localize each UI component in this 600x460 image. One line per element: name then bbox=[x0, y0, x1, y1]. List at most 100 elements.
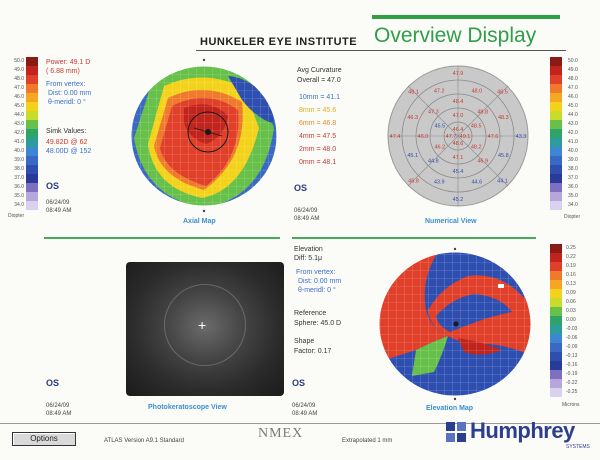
scale-tick-label: 39.0 bbox=[14, 157, 24, 163]
photokeratoscope-caption: Photokeratoscope View bbox=[148, 404, 227, 411]
elevation-map[interactable] bbox=[372, 246, 538, 402]
ring-10mm: 10mm = 41.1 bbox=[299, 94, 341, 101]
reference-sphere: Sphere: 45.0 D bbox=[294, 320, 342, 327]
numerical-value: 46.2 bbox=[434, 145, 445, 151]
numerical-value: 45.2 bbox=[453, 197, 464, 203]
scale-swatch bbox=[550, 325, 562, 334]
numerical-date: 06/24/09 bbox=[294, 208, 318, 214]
scale-swatch bbox=[26, 183, 38, 192]
left-section-divider bbox=[44, 237, 280, 239]
elevation-time: 08:49 AM bbox=[292, 411, 318, 417]
scale-tick-label: 40.0 bbox=[14, 148, 24, 154]
header-accent-bar bbox=[372, 15, 560, 19]
scale-tick-label: 0.25 bbox=[566, 245, 576, 251]
overall-curvature: Overall = 47.0 bbox=[297, 77, 341, 84]
numerical-value: 44.8 bbox=[428, 159, 439, 165]
scale-tick-label: 45.0 bbox=[568, 103, 578, 109]
simk-value-1: 49.82D @ 62 bbox=[46, 139, 88, 146]
footer-divider bbox=[0, 423, 600, 424]
scale-tick-label: 0.22 bbox=[566, 254, 576, 260]
right-scale-labels: 50.0 49.0 48.0 47.0 46.0 45.0 44.0 43.0 42.0 41.0… bbox=[568, 57, 588, 210]
scale-tick-label: 0.13 bbox=[566, 281, 576, 287]
scale-tick-label: 0.19 bbox=[566, 263, 576, 269]
scale-tick-label: 50.0 bbox=[14, 58, 24, 64]
scale-tick-label: 48.0 bbox=[568, 76, 578, 82]
ring-6mm: 6mm = 46.8 bbox=[299, 120, 337, 127]
scale-swatch bbox=[26, 129, 38, 138]
numerical-value: 46.3 bbox=[407, 115, 418, 121]
scale-tick-label: 35.0 bbox=[14, 193, 24, 199]
scale-tick-label: 34.0 bbox=[568, 202, 578, 208]
scale-swatch bbox=[550, 183, 562, 192]
axial-dist: Dist: 0.00 mm bbox=[48, 90, 92, 97]
elevation-scale-unit: Microns bbox=[562, 402, 580, 408]
numerical-view-caption: Numerical View bbox=[425, 218, 477, 225]
photo-eye-label: OS bbox=[46, 378, 60, 388]
numerical-value: 47.7 bbox=[446, 134, 457, 140]
placido-ring bbox=[164, 284, 246, 366]
simk-value-2: 48.00D @ 152 bbox=[46, 148, 92, 155]
scale-tick-label: 38.0 bbox=[568, 166, 578, 172]
numerical-value: 47.6 bbox=[488, 134, 499, 140]
scale-swatch bbox=[26, 75, 38, 84]
photo-time: 08:49 AM bbox=[46, 411, 72, 417]
scale-swatch bbox=[550, 66, 562, 75]
scale-swatch bbox=[26, 174, 38, 183]
scale-tick-label: 44.0 bbox=[14, 112, 24, 118]
numerical-view-map[interactable]: 43.3 44.1 45.2 46.8 47.4 48.1 47.9 46.5 45.8 44.6… bbox=[384, 60, 532, 212]
scale-tick-label: -0.03 bbox=[566, 326, 578, 332]
scale-swatch bbox=[26, 201, 38, 210]
numerical-value: 47.4 bbox=[390, 134, 401, 140]
scale-tick-label: 34.0 bbox=[14, 202, 24, 208]
numerical-value: 46.8 bbox=[408, 179, 419, 185]
left-scale-labels: 50.0 49.0 48.0 47.0 46.0 45.0 44.0 43.0 42.0 41.0… bbox=[4, 57, 24, 210]
left-color-scale bbox=[26, 57, 38, 210]
numerical-value: 45.5 bbox=[434, 124, 445, 130]
scale-swatch bbox=[26, 111, 38, 120]
scale-swatch bbox=[26, 147, 38, 156]
scale-swatch bbox=[26, 84, 38, 93]
scale-tick-label: 42.0 bbox=[14, 130, 24, 136]
page-title: Overview Display bbox=[374, 24, 537, 47]
scale-swatch bbox=[26, 66, 38, 75]
scale-tick-label: 46.0 bbox=[568, 94, 578, 100]
simk-label: Simk Values: bbox=[46, 128, 87, 135]
numerical-value: 46.0 bbox=[418, 134, 429, 140]
scale-tick-label: 36.0 bbox=[14, 184, 24, 190]
right-section-divider bbox=[292, 237, 536, 239]
scale-swatch bbox=[26, 192, 38, 201]
photokeratoscope-image[interactable]: + bbox=[126, 262, 284, 396]
scale-swatch bbox=[550, 138, 562, 147]
numerical-value: 44.6 bbox=[471, 179, 482, 185]
numerical-value: 49.1 bbox=[460, 134, 471, 140]
scale-swatch bbox=[550, 192, 562, 201]
header-divider bbox=[196, 50, 566, 51]
avg-curvature-label: Avg Curvature bbox=[297, 67, 342, 74]
scale-tick-label: 37.0 bbox=[568, 175, 578, 181]
elevation-dist: Dist: 0.00 mm bbox=[298, 278, 342, 285]
elevation-map-caption: Elevation Map bbox=[426, 405, 474, 412]
elevation-angle: θ-meridl: 0 ° bbox=[298, 287, 336, 294]
axial-map[interactable] bbox=[124, 58, 284, 214]
scale-swatch bbox=[550, 57, 562, 66]
options-button[interactable]: Options bbox=[12, 432, 76, 446]
axial-power: Power: 49.1 D bbox=[46, 59, 91, 66]
scale-swatch bbox=[550, 244, 562, 253]
ring-0mm: 0mm = 48.1 bbox=[299, 159, 337, 166]
axial-time: 08:49 AM bbox=[46, 208, 72, 214]
scale-tick-label: 0.06 bbox=[566, 299, 576, 305]
numerical-value: 46.4 bbox=[453, 127, 464, 133]
numerical-value: 47.9 bbox=[453, 71, 464, 77]
numerical-value: 48.2 bbox=[471, 145, 482, 151]
scale-swatch bbox=[550, 271, 562, 280]
scale-tick-label: 43.0 bbox=[568, 121, 578, 127]
scale-tick-label: 49.0 bbox=[14, 67, 24, 73]
scale-swatch bbox=[26, 57, 38, 66]
numerical-value: 48.6 bbox=[453, 141, 464, 147]
axial-power-mm: ( 6.88 mm) bbox=[46, 68, 80, 75]
brand-name: Humphrey bbox=[470, 418, 575, 443]
scale-swatch bbox=[26, 93, 38, 102]
scale-tick-label: 35.0 bbox=[568, 193, 578, 199]
institute-name: HUNKELER EYE INSTITUTE bbox=[200, 36, 358, 48]
